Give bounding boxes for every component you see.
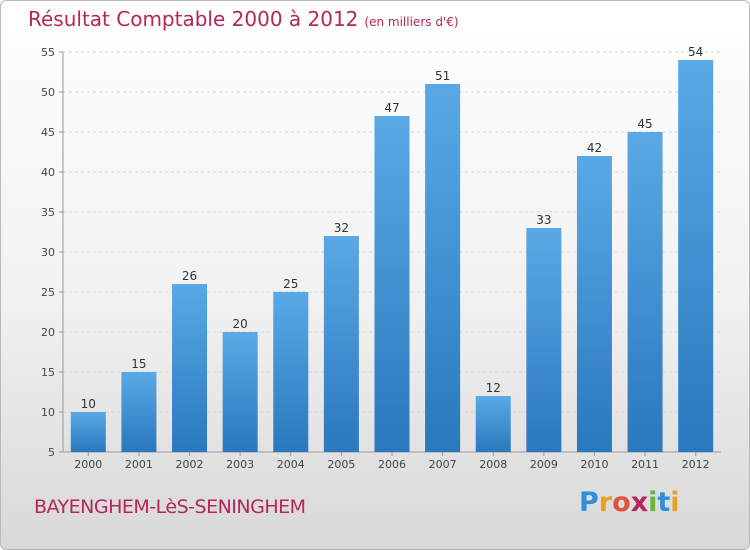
bar-2012 (678, 60, 714, 452)
bar-2009 (526, 228, 562, 452)
x-tick-label: 2008 (479, 458, 507, 471)
bar-2006 (374, 116, 410, 452)
bar-value-label: 25 (283, 277, 298, 291)
bar-value-label: 32 (334, 221, 349, 235)
bar-value-label: 42 (587, 141, 602, 155)
x-tick-label: 2011 (631, 458, 659, 471)
y-tick-label: 5 (48, 446, 55, 459)
x-tick-label: 2000 (74, 458, 102, 471)
bar-value-label: 54 (688, 45, 703, 59)
x-tick-label: 2007 (429, 458, 457, 471)
bar-2001 (121, 372, 157, 452)
subtitle-text: (en milliers d'€) (364, 15, 459, 29)
x-tick-label: 2004 (277, 458, 305, 471)
y-tick-label: 15 (41, 366, 55, 379)
x-tick-label: 2006 (378, 458, 406, 471)
x-tick-label: 2010 (580, 458, 608, 471)
title-text: Résultat Comptable 2000 à 2012 (28, 7, 359, 31)
bar-value-label: 15 (131, 357, 146, 371)
bar-value-label: 20 (233, 317, 248, 331)
y-tick-label: 20 (41, 326, 55, 339)
y-tick-label: 45 (41, 126, 55, 139)
y-tick-label: 30 (41, 246, 55, 259)
chart-title: Résultat Comptable 2000 à 2012 (en millie… (28, 7, 459, 31)
bar-2002 (172, 284, 208, 452)
bar-value-label: 12 (486, 381, 501, 395)
bar-2000 (70, 412, 106, 452)
x-tick-label: 2012 (682, 458, 710, 471)
bar-value-label: 45 (637, 117, 652, 131)
y-tick-label: 40 (41, 166, 55, 179)
place-name: BAYENGHEM-LèS-SENINGHEM (34, 496, 306, 518)
bar-2010 (576, 156, 612, 452)
x-tick-label: 2002 (176, 458, 204, 471)
bar-value-label: 26 (182, 269, 197, 283)
y-tick-label: 35 (41, 206, 55, 219)
y-tick-label: 55 (41, 46, 55, 59)
bar-2004 (273, 292, 309, 452)
y-tick-label: 50 (41, 86, 55, 99)
y-tick-label: 10 (41, 406, 55, 419)
bar-2005 (323, 236, 359, 452)
bar-value-label: 47 (384, 101, 399, 115)
bar-2003 (222, 332, 258, 452)
x-tick-label: 2003 (226, 458, 254, 471)
bar-2008 (475, 396, 511, 452)
bar-2011 (627, 132, 663, 452)
bar-value-label: 51 (435, 69, 450, 83)
proxiti-logo: Proxiti (579, 487, 680, 518)
x-tick-label: 2009 (530, 458, 558, 471)
bar-value-label: 10 (81, 397, 96, 411)
x-tick-label: 2005 (327, 458, 355, 471)
bar-value-label: 33 (536, 213, 551, 227)
x-tick-label: 2001 (125, 458, 153, 471)
y-tick-label: 25 (41, 286, 55, 299)
bar-2007 (425, 84, 461, 452)
